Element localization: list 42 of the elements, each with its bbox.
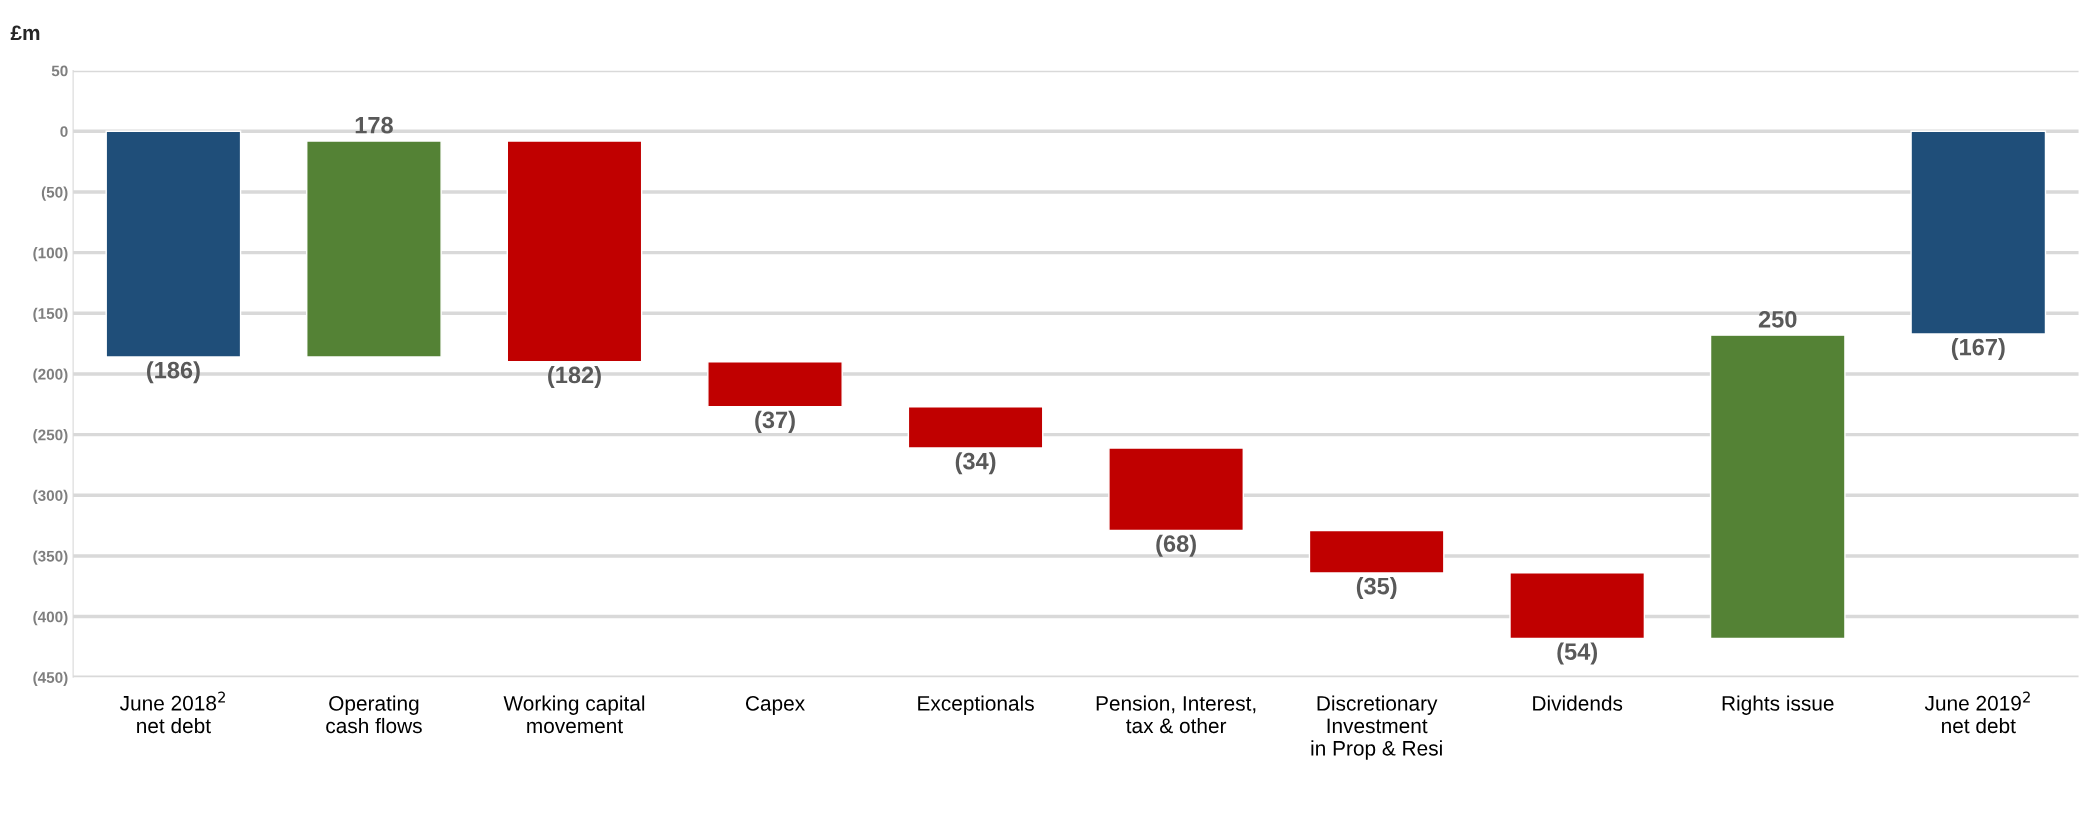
data-label: (35) — [1356, 577, 1397, 600]
y-tick-label: (150) — [33, 307, 68, 322]
y-tick-label: (250) — [33, 429, 68, 444]
x-tick-label: June 2018$^{2}$ net debt — [119, 691, 225, 734]
data-label: 178 — [355, 116, 393, 134]
x-tick-label: Dividends — [1533, 695, 1623, 711]
data-label: (186) — [147, 361, 200, 384]
data-label: (34) — [955, 452, 996, 475]
bar — [1910, 130, 2047, 335]
y-tick-label: (350) — [33, 550, 68, 565]
data-label: (54) — [1557, 642, 1598, 665]
y-tick-label: (100) — [33, 247, 68, 262]
x-tick-label: Capex — [745, 696, 805, 715]
y-axis-title: £m — [10, 25, 40, 41]
bar — [1308, 529, 1445, 574]
bar — [1108, 447, 1244, 532]
x-tick-label: Discretionary Investment in Prop & Resi — [1311, 695, 1442, 760]
y-tick-label: (450) — [33, 671, 68, 686]
bar — [1709, 334, 1846, 640]
y-tick-label: (400) — [33, 611, 68, 626]
bar — [907, 406, 1044, 449]
x-tick-label: Operating cash flows — [326, 695, 422, 734]
x-tick-label: Working capital movement — [503, 695, 645, 734]
x-tick-label: Rights issue — [1722, 695, 1834, 715]
bar — [306, 140, 442, 358]
x-tick-label: June 2019$^{2}$ net debt — [1924, 691, 2030, 734]
x-tick-label: Pension, Interest, tax & other — [1096, 695, 1256, 734]
data-label: 250 — [1758, 310, 1797, 328]
data-label: (68) — [1156, 534, 1196, 557]
y-tick-label: 50 — [51, 65, 68, 77]
y-tick-label: (200) — [33, 368, 68, 383]
bar — [1509, 572, 1646, 640]
bar — [707, 361, 843, 408]
bar — [506, 140, 643, 363]
x-tick-label: Exceptionals — [918, 695, 1034, 715]
y-tick-label: (50) — [41, 186, 68, 201]
y-tick-label: (300) — [33, 489, 68, 504]
data-label: (37) — [755, 410, 795, 433]
bar — [105, 130, 242, 358]
data-label: (167) — [1951, 338, 2005, 361]
y-tick-label: 0 — [60, 126, 68, 137]
data-label: (182) — [548, 365, 601, 388]
